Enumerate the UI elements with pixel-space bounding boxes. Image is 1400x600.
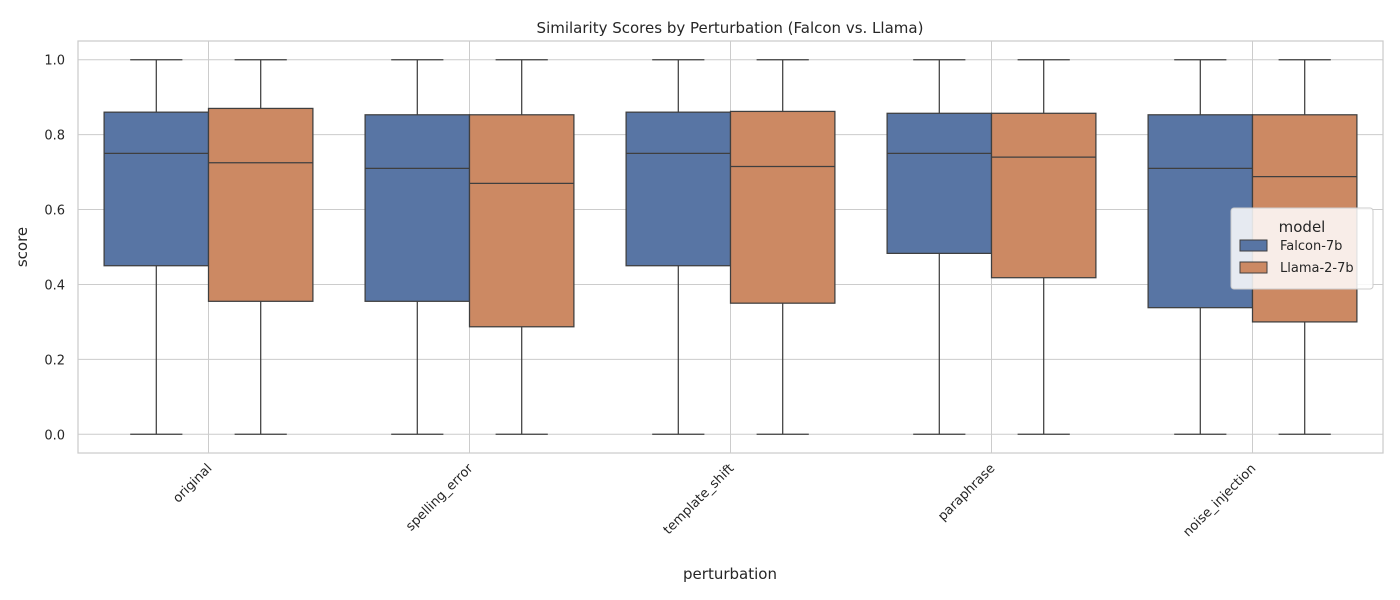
iqr-box: [886, 112, 993, 254]
x-axis-label: perturbation: [683, 565, 777, 583]
box-Llama-2-7b-spelling_error: [468, 59, 575, 435]
legend-swatch-Llama-2-7b: [1239, 261, 1268, 274]
box-Falcon-7b-paraphrase: [886, 59, 993, 435]
y-tick-label: 1.0: [44, 54, 65, 69]
legend-items: Falcon-7b Llama-2-7b: [1239, 239, 1354, 276]
legend: model Falcon-7b Llama-2-7b: [1230, 207, 1374, 290]
x-tick-label: template_shift: [661, 461, 738, 538]
y-axis-ticks: 0.0 0.2 0.4 0.6 0.8 1.0: [44, 54, 65, 444]
legend-title: model: [1279, 218, 1326, 236]
y-tick-label: 0.6: [44, 204, 65, 219]
y-tick-label: 0.8: [44, 129, 65, 144]
x-tick-label: spelling_error: [403, 461, 477, 535]
y-axis-label: score: [13, 227, 31, 267]
iqr-box: [729, 110, 836, 304]
box-Llama-2-7b-original: [207, 59, 314, 435]
box-Llama-2-7b-paraphrase: [990, 59, 1097, 435]
box-Falcon-7b-template_shift: [625, 59, 732, 435]
plot-area-frame: [77, 40, 1384, 454]
legend-label-Falcon-7b: Falcon-7b: [1280, 239, 1342, 254]
chart-title: Similarity Scores by Perturbation (Falco…: [537, 19, 924, 37]
iqr-box: [364, 114, 471, 302]
iqr-box: [990, 112, 1097, 279]
legend-swatch-Falcon-7b: [1239, 239, 1268, 252]
legend-label-Llama-2-7b: Llama-2-7b: [1280, 261, 1354, 276]
box-Falcon-7b-spelling_error: [364, 59, 471, 435]
box-Llama-2-7b-template_shift: [729, 59, 836, 435]
x-axis-ticks: original spelling_error template_shift para…: [170, 461, 1259, 540]
y-tick-label: 0.4: [44, 278, 65, 293]
iqr-box: [625, 111, 732, 267]
x-tick-label: noise_injection: [1180, 461, 1259, 540]
y-tick-label: 0.2: [44, 353, 65, 368]
x-tick-label: original: [170, 461, 215, 506]
y-tick-label: 0.0: [44, 428, 65, 443]
iqr-box: [468, 114, 575, 328]
x-tick-label: paraphrase: [935, 461, 998, 524]
iqr-box: [207, 107, 314, 302]
box-Falcon-7b-original: [103, 59, 210, 435]
iqr-box: [103, 111, 210, 267]
